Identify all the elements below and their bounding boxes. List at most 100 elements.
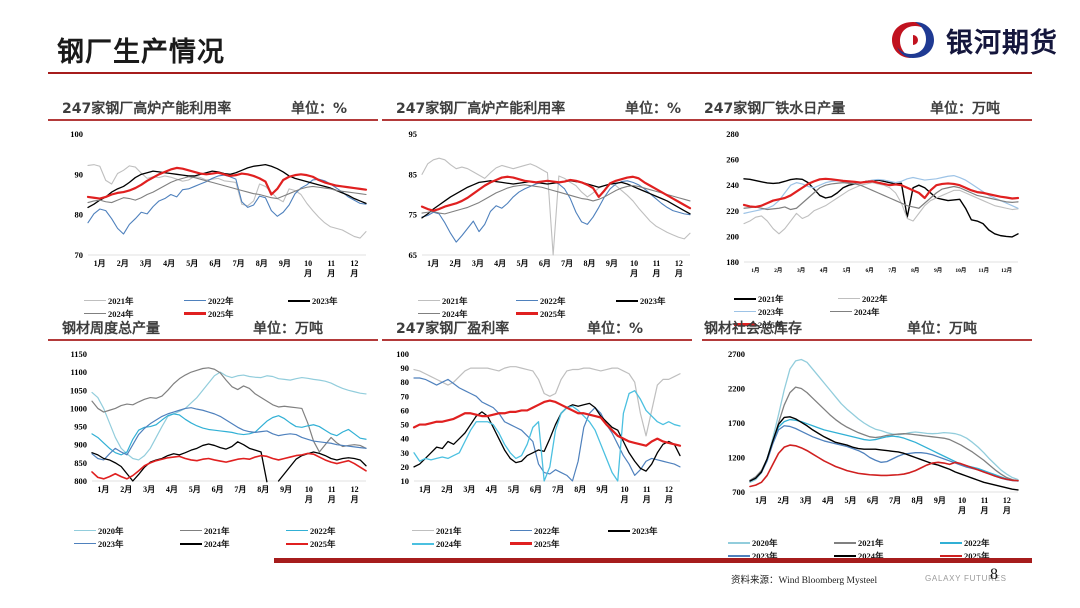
legend-label: 2022年	[964, 537, 990, 548]
x-axis-tick: 4月	[494, 259, 506, 268]
panel-mill-profit-ratio: 247家钢厂盈利率 单位：% 10 20 30 40 50 60 70 80 90 100 1月 2月…	[382, 316, 702, 549]
panel-title: 247家钢厂盈利率	[396, 321, 510, 337]
x-axis-tick: 5月	[843, 266, 851, 274]
x-axis-tick: 3月	[463, 485, 475, 494]
x-axis-tick: 9月	[280, 485, 292, 494]
brand-block: 银河期货	[890, 20, 1058, 60]
legend-swatch	[288, 299, 310, 302]
legend-item-2025年: 2025年	[510, 537, 608, 550]
x-axis-tick: 1月	[755, 496, 767, 505]
x-axis-tick: 10	[621, 485, 629, 494]
y-axis-tick: 80	[401, 377, 410, 387]
x-axis-tick: 12	[665, 485, 673, 494]
legend-label: 2025年	[540, 308, 566, 319]
chart-legend: 2020年 2021年 2022年 2023年 2024年 2025年	[728, 536, 1034, 562]
y-axis-tick: 10	[401, 476, 410, 486]
series-line-2021年	[87, 164, 367, 239]
legend-item-2022年: 2022年	[940, 536, 1034, 549]
chart-legend: 2021年 2022年 2023年 2024年 2025年	[412, 524, 694, 550]
legend-item-2022年: 2022年	[510, 524, 608, 537]
x-axis-tick: 2月	[778, 496, 790, 505]
panel-divider	[702, 339, 1032, 341]
x-axis-tick: 6月	[209, 259, 221, 268]
legend-swatch	[834, 554, 856, 557]
panel-steel-social-inventory: 钢材社会总库存 单位：万吨 700 1200 1700 2200 2700 1月 2月 3月 4…	[702, 316, 1037, 561]
legend-swatch	[830, 310, 852, 313]
legend-label: 2023年	[640, 295, 666, 306]
legend-swatch	[834, 541, 856, 544]
y-axis-tick: 95	[409, 129, 418, 139]
legend-label: 2022年	[310, 525, 336, 536]
x-axis-tick: 5月	[508, 485, 520, 494]
legend-label: 2025年	[758, 319, 784, 330]
x-axis-tick: 10	[630, 259, 638, 268]
panel-title: 钢材周度总产量	[62, 321, 160, 337]
series-line-2021年	[743, 178, 1019, 238]
legend-swatch	[286, 529, 308, 532]
x-axis-tick: 9月	[279, 259, 291, 268]
series-line-2025年	[742, 177, 1020, 209]
x-axis-tick: 3月	[140, 259, 152, 268]
x-axis-tick: 10	[958, 496, 966, 505]
x-axis-tick: 4月	[820, 266, 828, 274]
legend-swatch	[286, 542, 308, 545]
x-axis-tick: 12	[675, 259, 683, 268]
y-axis-tick: 950	[74, 422, 87, 432]
page-header: 钢厂生产情况 银河期货	[0, 0, 1080, 76]
legend-item-2025年: 2025年	[734, 318, 838, 331]
x-axis-tick: 8月	[574, 485, 586, 494]
legend-label: 2025年	[534, 538, 560, 549]
legend-item-2022年: 2022年	[516, 294, 616, 307]
x-axis-tick: 5月	[189, 485, 201, 494]
x-axis-tick: 8月	[584, 259, 596, 268]
legend-swatch	[734, 310, 756, 313]
page-number: 8	[990, 566, 998, 583]
x-axis-tick: 7月	[889, 496, 901, 505]
legend-swatch	[74, 542, 96, 545]
panel-divider	[382, 119, 702, 121]
brand-name: 银河期货	[946, 27, 1058, 59]
panel-unit: 单位：%	[625, 101, 682, 117]
legend-swatch	[616, 299, 638, 302]
legend-item-2023年: 2023年	[288, 294, 384, 307]
y-axis-tick: 80	[75, 210, 84, 220]
chart-legend: 2021年 2022年 2023年 2024年 2025年	[734, 292, 1034, 331]
legend-label: 2025年	[964, 550, 990, 561]
legend-item-2025年: 2025年	[286, 537, 380, 550]
panel-divider	[48, 119, 378, 121]
series-line-2025年	[420, 175, 692, 212]
series-line-2021年	[91, 367, 367, 453]
y-axis-tick: 260	[726, 155, 739, 165]
x-axis-tick-suffix: 月	[652, 269, 661, 278]
legend-item-2020年: 2020年	[74, 524, 180, 537]
x-axis-tick: 3月	[800, 496, 812, 505]
x-axis-tick: 4月	[486, 485, 498, 494]
series-line-2022年	[743, 182, 1019, 235]
series-line-2020年	[749, 358, 1019, 483]
legend-swatch	[728, 554, 750, 557]
x-axis-tick: 10	[304, 259, 312, 268]
galaxy-swirl-logo	[892, 22, 934, 58]
y-axis-tick: 1200	[728, 453, 745, 463]
chart-bf-capacity-utilization-2: 65 75 85 95 1月 2月 3月 4月 5月 6月 7月 8月 9月 10 月 11 月 12 月 2021年…	[382, 124, 712, 319]
legend-swatch	[180, 542, 202, 545]
footer-galaxy-futures: GALAXY FUTURES	[925, 574, 1007, 583]
x-axis-tick: 9月	[606, 259, 618, 268]
panel-title: 247家钢厂高炉产能利用率	[62, 101, 232, 117]
series-line-2024年	[743, 182, 1019, 211]
legend-label: 2021年	[442, 295, 468, 306]
legend-item-2022年: 2022年	[286, 524, 380, 537]
legend-item-2022年: 2022年	[838, 292, 942, 305]
y-axis-tick: 70	[401, 391, 410, 401]
x-axis-tick: 12	[1003, 496, 1011, 505]
x-axis-tick: 11月	[978, 266, 989, 274]
legend-label: 2024年	[858, 550, 884, 561]
panel-unit: 单位：%	[587, 321, 644, 337]
x-axis-tick: 1月	[427, 259, 439, 268]
legend-item-2023年: 2023年	[734, 305, 830, 318]
legend-label: 2023年	[98, 538, 124, 549]
x-axis-tick: 12	[351, 485, 359, 494]
x-axis-tick: 2月	[117, 259, 129, 268]
